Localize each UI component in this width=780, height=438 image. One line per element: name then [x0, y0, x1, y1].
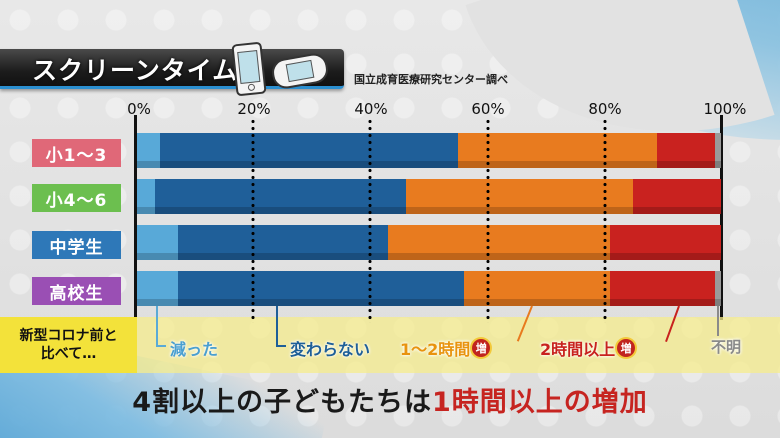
bar-segment-decreased [137, 133, 161, 168]
legend-lead-line1: 新型コロナ前と [19, 328, 118, 344]
row-label-grade4-6: 小4〜6 [32, 184, 121, 212]
bar-segment-increase-2h-plus [610, 225, 721, 260]
legend-lead-label: 新型コロナ前と 比べて… [0, 317, 137, 373]
axis-line-0 [134, 115, 137, 320]
leader-line-unchanged [276, 306, 278, 346]
source-credit: 国立成育医療研究センター調べ [354, 73, 508, 86]
bar-segment-decreased [137, 271, 178, 306]
x-tick-label: 100% [703, 100, 747, 118]
legend-label: 2時間以上 [540, 340, 616, 359]
legend-item-increase-1-2h: 1〜2時間 増 [400, 336, 491, 360]
gridline-40 [368, 118, 372, 323]
legend-label: 変わらない [290, 340, 371, 359]
bar-segment-decreased [137, 225, 178, 260]
leader-line-unknown [717, 306, 719, 336]
gridline-20 [251, 118, 255, 323]
headline-caption: 4割以上の子どもたちは1時間以上の増加 [0, 380, 780, 419]
headline-emphasis: 1時間以上の増加 [432, 387, 648, 418]
bar-segment-increase-1-2h [405, 179, 634, 214]
x-tick-label: 20% [237, 100, 271, 118]
row-label-junior-high: 中学生 [32, 231, 121, 259]
bar-segment-increase-1-2h [458, 133, 657, 168]
bar-segment-unknown [715, 133, 721, 168]
smartphone-icon [231, 41, 267, 97]
bar-row [137, 271, 721, 306]
axis-line-100 [720, 115, 723, 320]
bar-segment-unchanged [177, 225, 389, 260]
legend-label: 1〜2時間 [400, 340, 471, 359]
x-tick-label: 60% [471, 100, 505, 118]
leader-line-decreased-h [156, 345, 166, 347]
row-label-grade1-3: 小1〜3 [32, 139, 121, 167]
bar-row [137, 225, 721, 260]
legend-item-increase-2h-plus: 2時間以上 増 [540, 336, 636, 360]
increase-badge-icon: 増 [472, 339, 491, 357]
leader-line-decreased [156, 306, 158, 346]
bar-segment-unchanged [177, 271, 465, 306]
x-tick-label: 40% [354, 100, 388, 118]
bar-segment-increase-2h-plus [633, 179, 721, 214]
bar-segment-increase-1-2h [388, 225, 611, 260]
bar-row [137, 179, 721, 214]
bar-segment-decreased [137, 179, 155, 214]
bar-segment-unchanged [154, 179, 406, 214]
increase-badge-icon: 増 [617, 339, 636, 357]
leader-line-unchanged-h [276, 345, 286, 347]
bar-segment-unknown [715, 271, 721, 306]
chart-title: スクリーンタイム [32, 56, 239, 85]
gridline-60 [486, 118, 490, 323]
gridline-80 [603, 118, 607, 323]
x-tick-label: 80% [588, 100, 622, 118]
legend-item-unchanged: 変わらない [290, 336, 370, 360]
row-label-high-school: 高校生 [32, 277, 121, 305]
x-tick-label: 0% [127, 100, 151, 118]
legend-label: 不明 [711, 338, 742, 356]
headline-part1: 4割以上の子どもたちは [132, 387, 432, 418]
legend-lead-line2: 比べて… [40, 346, 97, 362]
legend-item-unknown: 不明 [711, 336, 741, 357]
legend-item-decreased: 減った [170, 336, 218, 360]
bar-segment-unchanged [160, 133, 459, 168]
bar-row [137, 133, 721, 168]
legend-label: 減った [170, 340, 219, 359]
bar-segment-increase-2h-plus [656, 133, 716, 168]
bar-segment-increase-2h-plus [610, 271, 716, 306]
